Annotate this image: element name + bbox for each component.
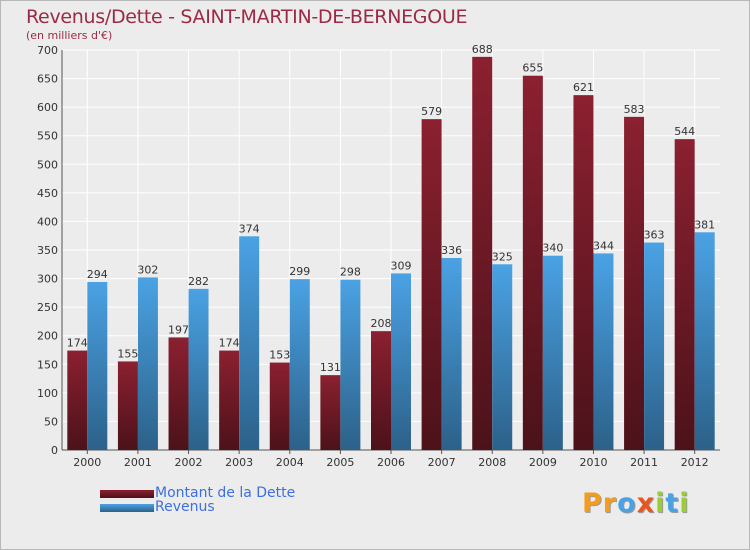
y-tick-label: 350 [37, 244, 58, 257]
legend-swatch-dette [100, 490, 154, 498]
chart-title: Revenus/Dette - SAINT-MARTIN-DE-BERNEGOU… [26, 6, 468, 28]
bar-revenus [542, 255, 563, 450]
x-tick-label: 2011 [630, 456, 658, 469]
x-tick-label: 2010 [579, 456, 607, 469]
data-label-dette: 174 [67, 337, 88, 350]
bar-dette [472, 56, 493, 450]
data-label-revenus: 363 [644, 229, 665, 242]
data-label-dette: 153 [269, 349, 290, 362]
data-label-dette: 131 [320, 361, 341, 374]
data-label-revenus: 309 [391, 259, 412, 272]
y-tick-label: 700 [37, 44, 58, 57]
data-label-revenus: 374 [239, 222, 260, 235]
data-label-dette: 688 [472, 43, 493, 56]
bar-revenus [644, 242, 665, 450]
y-tick-label: 600 [37, 101, 58, 114]
bar-dette [371, 331, 391, 450]
bar-dette [320, 375, 341, 450]
data-label-revenus: 299 [289, 265, 310, 278]
bar-revenus [239, 236, 260, 450]
data-label-dette: 155 [117, 347, 138, 360]
bar-dette [117, 361, 138, 450]
data-label-dette: 655 [522, 62, 543, 75]
bar-revenus [87, 282, 108, 450]
y-tick-label: 250 [37, 301, 58, 314]
data-label-revenus: 294 [87, 268, 108, 281]
y-tick-label: 0 [51, 444, 58, 457]
bar-dette [269, 362, 290, 450]
x-tick-label: 2008 [478, 456, 506, 469]
data-label-dette: 579 [421, 105, 442, 118]
y-tick-label: 150 [37, 358, 58, 371]
bar-revenus [289, 279, 310, 450]
data-label-revenus: 282 [188, 275, 209, 288]
bar-revenus [340, 279, 361, 450]
data-label-dette: 174 [219, 337, 240, 350]
bar-revenus [492, 264, 513, 450]
bar-dette [624, 116, 645, 450]
data-label-revenus: 344 [593, 239, 614, 252]
x-tick-label: 2005 [326, 456, 354, 469]
data-label-revenus: 298 [340, 266, 361, 279]
y-tick-label: 500 [37, 158, 58, 171]
y-tick-label: 550 [37, 130, 58, 143]
bar-dette [573, 95, 594, 451]
data-label-revenus: 381 [694, 218, 715, 231]
data-label-revenus: 336 [441, 244, 462, 257]
bar-dette [67, 350, 88, 450]
x-tick-label: 2006 [377, 456, 405, 469]
bar-revenus [593, 253, 614, 450]
bar-revenus [137, 277, 158, 450]
data-label-dette: 544 [674, 125, 695, 138]
data-label-revenus: 340 [542, 242, 563, 255]
y-tick-label: 300 [37, 273, 58, 286]
y-tick-label: 650 [37, 73, 58, 86]
data-label-dette: 197 [168, 323, 189, 336]
bar-dette [674, 139, 695, 450]
x-tick-label: 2001 [124, 456, 152, 469]
bar-revenus [391, 273, 411, 450]
y-tick-label: 50 [44, 415, 58, 428]
proxiti-logo: Proxiti [582, 488, 690, 519]
data-label-revenus: 302 [137, 263, 158, 276]
data-label-revenus: 325 [492, 250, 513, 263]
y-tick-label: 450 [37, 187, 58, 200]
y-tick-label: 200 [37, 330, 58, 343]
x-tick-label: 2002 [175, 456, 203, 469]
x-tick-label: 2003 [225, 456, 253, 469]
legend-label-dette: Montant de la Dette [155, 485, 296, 501]
x-tick-label: 2000 [73, 456, 101, 469]
bar-revenus [188, 288, 209, 450]
bar-revenus [694, 232, 715, 450]
legend-label-revenus: Revenus [155, 499, 215, 515]
data-label-dette: 583 [624, 103, 645, 116]
data-label-dette: 621 [573, 81, 594, 94]
bar-dette [522, 75, 543, 450]
x-tick-label: 2012 [681, 456, 709, 469]
x-tick-label: 2004 [276, 456, 304, 469]
bar-dette [421, 119, 442, 451]
legend-swatch-revenus [100, 504, 154, 512]
data-label-dette: 208 [371, 317, 392, 330]
bar-dette [219, 350, 240, 450]
bar-revenus [441, 258, 462, 450]
bar-dette [168, 337, 189, 450]
chart-subtitle: (en milliers d'€) [26, 29, 113, 42]
y-tick-label: 400 [37, 215, 58, 228]
y-tick-label: 100 [37, 387, 58, 400]
x-tick-label: 2009 [529, 456, 557, 469]
x-tick-label: 2007 [428, 456, 456, 469]
